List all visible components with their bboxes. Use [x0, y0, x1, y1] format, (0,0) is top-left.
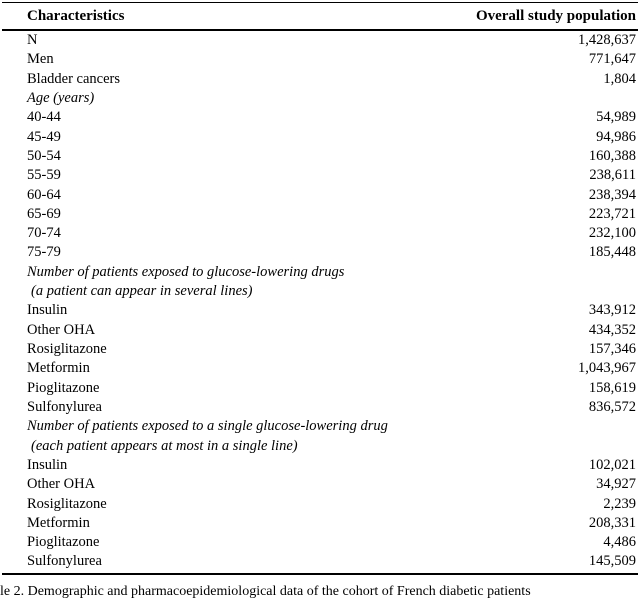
- row-value: 434,352: [588, 321, 636, 338]
- table-row: 40-44 54,989: [2, 108, 638, 127]
- row-label: Sulfonylurea: [27, 553, 102, 570]
- table-row: Rosiglitazone 2,239: [2, 495, 638, 514]
- row-label: Age (years): [27, 89, 95, 106]
- row-value: 208,331: [588, 514, 636, 531]
- row-label: 75-79: [27, 244, 61, 261]
- row-label: Metformin: [27, 360, 90, 377]
- table-row: 60-64 238,394: [2, 186, 638, 205]
- row-value: 94,986: [596, 128, 636, 145]
- row-label: Pioglitazone: [27, 534, 100, 551]
- table-row: Metformin 1,043,967: [2, 359, 638, 378]
- table-row: Rosiglitazone 157,346: [2, 340, 638, 359]
- row-label: Insulin: [27, 302, 68, 319]
- row-label: (a patient can appear in several lines): [31, 283, 253, 300]
- row-value: 771,647: [588, 51, 636, 68]
- row-label: 65-69: [27, 205, 61, 222]
- row-value: 232,100: [588, 225, 636, 242]
- table-row: 70-74 232,100: [2, 224, 638, 243]
- row-label: Rosiglitazone: [27, 341, 107, 357]
- row-value: 1,428,637: [578, 32, 636, 48]
- row-label: 45-49: [27, 128, 61, 145]
- table-row: Insulin 102,021: [2, 456, 638, 475]
- row-value: 223,721: [588, 205, 636, 222]
- row-label: 55-59: [27, 167, 61, 184]
- column-header-population: Overall study population: [475, 7, 636, 24]
- table-caption-clipped: le 2. Demographic and pharmacoepidemiolo…: [0, 584, 531, 599]
- row-label: Pioglitazone: [27, 379, 100, 396]
- table-row: Pioglitazone 158,619: [2, 379, 638, 398]
- row-value: 238,611: [589, 167, 636, 184]
- study-population-table: Characteristics Overall study population…: [2, 2, 638, 575]
- table-body: N 1,428,637 Men 771,647 Bladder cancers 1,804…: [2, 31, 638, 575]
- row-label: Sulfonylurea: [27, 398, 102, 415]
- row-label: 40-44: [27, 109, 61, 126]
- row-label: Number of patients exposed to a single g…: [27, 418, 388, 435]
- row-label: Bladder cancers: [27, 70, 120, 87]
- table-row: 55-59 238,611: [2, 166, 638, 185]
- table-row: Men 771,647: [2, 50, 638, 69]
- table-row: Age (years): [2, 89, 638, 108]
- table-row: Number of patients exposed to a single g…: [2, 417, 638, 436]
- row-value: 4,486: [603, 534, 636, 551]
- table-row: Insulin 343,912: [2, 301, 638, 320]
- row-value: 238,394: [588, 186, 636, 203]
- row-label: 70-74: [27, 225, 61, 242]
- row-value: 160,388: [588, 147, 636, 164]
- row-value: 185,448: [588, 244, 636, 261]
- row-value: 343,912: [588, 302, 636, 319]
- row-label: (each patient appears at most in a singl…: [31, 437, 298, 454]
- row-label: Other OHA: [27, 321, 96, 338]
- row-label: Rosiglitazone: [27, 495, 107, 512]
- row-label: Number of patients exposed to glucose-lo…: [27, 263, 345, 280]
- table-row: 65-69 223,721: [2, 205, 638, 224]
- row-label: 60-64: [27, 186, 61, 203]
- row-value: 1,804: [603, 70, 636, 87]
- row-value: 836,572: [588, 398, 636, 415]
- row-value: 102,021: [588, 456, 636, 473]
- table-row: Number of patients exposed to glucose-lo…: [2, 263, 638, 282]
- row-value: 1,043,967: [578, 360, 636, 377]
- row-value: 145,509: [588, 553, 636, 570]
- table-row: 50-54 160,388: [2, 147, 638, 166]
- table-row: (a patient can appear in several lines): [2, 282, 638, 301]
- row-value: 158,619: [588, 379, 636, 396]
- row-label: Insulin: [27, 456, 68, 473]
- row-value: 34,927: [596, 476, 636, 493]
- table-row: Other OHA 434,352: [2, 321, 638, 340]
- table-row: N 1,428,637: [2, 31, 638, 50]
- table-row: Pioglitazone 4,486: [2, 533, 638, 552]
- row-label: Metformin: [27, 514, 90, 531]
- row-value: 54,989: [596, 109, 636, 126]
- row-label: N: [27, 32, 38, 48]
- table-row: Metformin 208,331: [2, 514, 638, 533]
- row-label: Men: [27, 51, 54, 68]
- table-row: Bladder cancers 1,804: [2, 70, 638, 89]
- table-header-row: Characteristics Overall study population: [2, 3, 638, 31]
- table-row: Sulfonylurea 145,509: [2, 552, 638, 571]
- table-row: Other OHA 34,927: [2, 475, 638, 494]
- row-value: 157,346: [588, 341, 636, 357]
- table-row: 75-79 185,448: [2, 243, 638, 262]
- table-row: Sulfonylurea 836,572: [2, 398, 638, 417]
- table-row: (each patient appears at most in a singl…: [2, 437, 638, 456]
- row-label: 50-54: [27, 147, 61, 164]
- column-header-characteristics: Characteristics: [27, 7, 125, 24]
- row-value: 2,239: [603, 495, 636, 512]
- table-row: 45-49 94,986: [2, 128, 638, 147]
- row-label: Other OHA: [27, 476, 96, 493]
